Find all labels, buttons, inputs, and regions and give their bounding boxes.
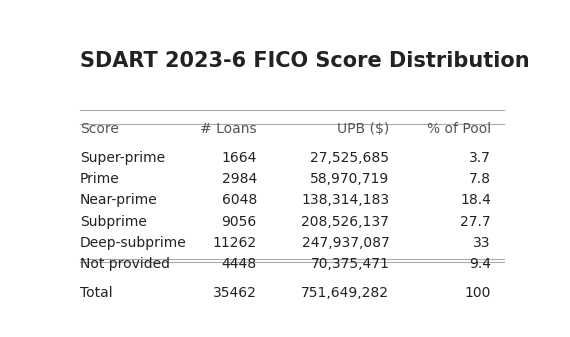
Text: 4448: 4448: [222, 257, 256, 271]
Text: 27,525,685: 27,525,685: [310, 151, 389, 165]
Text: 138,314,183: 138,314,183: [301, 193, 389, 207]
Text: 751,649,282: 751,649,282: [302, 286, 389, 300]
Text: 70,375,471: 70,375,471: [311, 257, 389, 271]
Text: 35462: 35462: [213, 286, 256, 300]
Text: 7.8: 7.8: [469, 172, 491, 186]
Text: 3.7: 3.7: [469, 151, 491, 165]
Text: 33: 33: [474, 236, 491, 250]
Text: 6048: 6048: [222, 193, 256, 207]
Text: 1664: 1664: [221, 151, 256, 165]
Text: Not provided: Not provided: [80, 257, 170, 271]
Text: Near-prime: Near-prime: [80, 193, 158, 207]
Text: 18.4: 18.4: [460, 193, 491, 207]
Text: # Loans: # Loans: [200, 122, 256, 136]
Text: SDART 2023-6 FICO Score Distribution: SDART 2023-6 FICO Score Distribution: [80, 51, 530, 71]
Text: 27.7: 27.7: [461, 215, 491, 228]
Text: Deep-subprime: Deep-subprime: [80, 236, 187, 250]
Text: Score: Score: [80, 122, 119, 136]
Text: 100: 100: [465, 286, 491, 300]
Text: 11262: 11262: [213, 236, 256, 250]
Text: Total: Total: [80, 286, 113, 300]
Text: 58,970,719: 58,970,719: [310, 172, 389, 186]
Text: % of Pool: % of Pool: [427, 122, 491, 136]
Text: Subprime: Subprime: [80, 215, 147, 228]
Text: 2984: 2984: [222, 172, 256, 186]
Text: 9056: 9056: [222, 215, 256, 228]
Text: 247,937,087: 247,937,087: [302, 236, 389, 250]
Text: Prime: Prime: [80, 172, 120, 186]
Text: UPB ($): UPB ($): [337, 122, 389, 136]
Text: Super-prime: Super-prime: [80, 151, 165, 165]
Text: 208,526,137: 208,526,137: [302, 215, 389, 228]
Text: 9.4: 9.4: [469, 257, 491, 271]
